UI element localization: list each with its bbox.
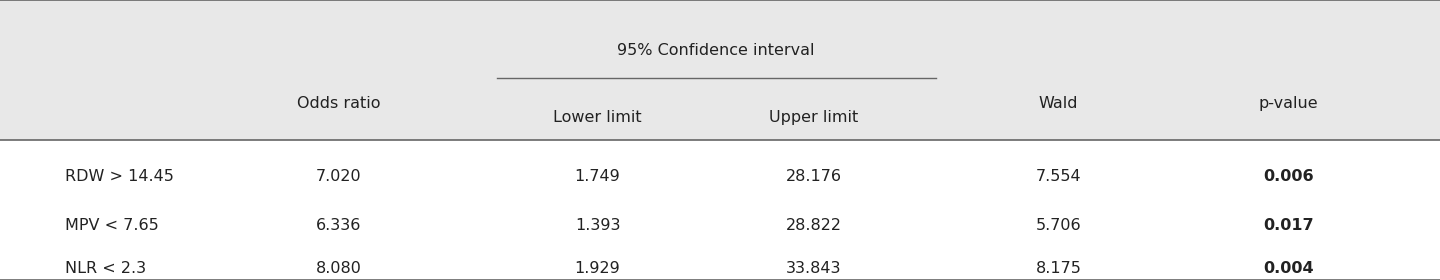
Text: NLR < 2.3: NLR < 2.3 [65,261,145,276]
Text: Upper limit: Upper limit [769,110,858,125]
Text: 95% Confidence interval: 95% Confidence interval [616,43,815,58]
Text: Wald: Wald [1038,96,1079,111]
Text: 0.006: 0.006 [1263,169,1315,184]
Text: MPV < 7.65: MPV < 7.65 [65,218,158,233]
Text: p-value: p-value [1259,96,1319,111]
Text: 28.822: 28.822 [786,218,841,233]
Text: 1.393: 1.393 [575,218,621,233]
Text: 28.176: 28.176 [786,169,841,184]
Text: 0.017: 0.017 [1263,218,1315,233]
Text: 8.175: 8.175 [1035,261,1081,276]
Text: 8.080: 8.080 [315,261,361,276]
Text: 33.843: 33.843 [786,261,841,276]
Text: 1.749: 1.749 [575,169,621,184]
Text: 7.020: 7.020 [315,169,361,184]
Bar [0,0,1440,140]
Text: 1.929: 1.929 [575,261,621,276]
Text: RDW > 14.45: RDW > 14.45 [65,169,174,184]
Text: 0.004: 0.004 [1263,261,1315,276]
Text: 7.554: 7.554 [1035,169,1081,184]
Text: 5.706: 5.706 [1035,218,1081,233]
Text: 6.336: 6.336 [315,218,361,233]
Text: Lower limit: Lower limit [553,110,642,125]
Text: Odds ratio: Odds ratio [297,96,380,111]
